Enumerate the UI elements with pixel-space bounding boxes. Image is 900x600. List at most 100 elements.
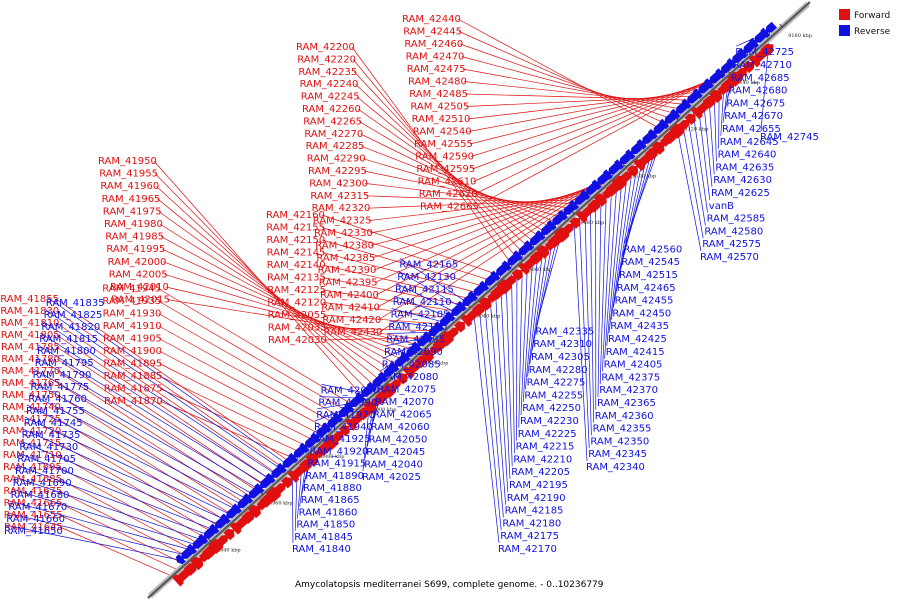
forward-leader-line xyxy=(59,502,193,569)
reverse-gene-label-ram-41735: RAM_41735 xyxy=(22,430,81,441)
forward-gene-arrow xyxy=(472,303,486,317)
reverse-gene-arrow xyxy=(513,250,523,261)
forward-gene-label-ram-42440: RAM_42440 xyxy=(402,14,461,25)
reverse-gene-arrow xyxy=(754,31,766,43)
forward-gene-label-ram-42395: RAM_42395 xyxy=(319,278,378,289)
reverse-gene-arrow xyxy=(299,442,310,453)
forward-gene-label-ram-41945: RAM_41945 xyxy=(102,284,161,295)
reverse-gene-label-ram-42100: RAM_42100 xyxy=(388,322,447,333)
forward-gene-label-ram-41740: RAM_41740 xyxy=(2,402,61,413)
forward-gene-arrow xyxy=(593,193,607,207)
forward-leader-line xyxy=(58,466,212,551)
reverse-gene-label-ram-42570: RAM_42570 xyxy=(700,252,759,263)
reverse-leader-line xyxy=(511,261,515,454)
forward-gene-label-ram-42325: RAM_42325 xyxy=(313,216,372,227)
reverse-gene-arrow xyxy=(558,209,568,221)
forward-gene-arrow xyxy=(587,199,601,213)
reverse-gene-label-ram-41990: RAM_41990 xyxy=(318,398,377,409)
forward-gene-label-ram-42460: RAM_42460 xyxy=(404,39,463,50)
forward-gene-label-ram-41870: RAM_41870 xyxy=(104,396,163,407)
forward-gene-label-ram-41960: RAM_41960 xyxy=(100,181,159,192)
legend-reverse-label: Reverse xyxy=(854,27,891,37)
forward-gene-label-ram-41885: RAM_41885 xyxy=(104,371,163,382)
forward-gene-label-ram-41810: RAM_41810 xyxy=(1,318,60,329)
reverse-gene-label-ram-41925: RAM_41925 xyxy=(312,434,371,445)
reverse-gene-label-ram-42165: RAM_42165 xyxy=(399,260,458,271)
tick-label: 9040 kbp xyxy=(477,314,501,320)
forward-gene-label-ram-41675: RAM_41675 xyxy=(3,486,62,497)
reverse-gene-label-ram-42215: RAM_42215 xyxy=(516,442,575,453)
reverse-gene-label-vanb: vanB xyxy=(709,201,734,212)
tick-label: 8960 kbp xyxy=(269,501,293,507)
reverse-gene-arrow xyxy=(310,432,321,443)
forward-gene-label-ram-41895: RAM_41895 xyxy=(103,359,162,370)
forward-gene-label-ram-42010: RAM_42010 xyxy=(110,282,169,293)
reverse-gene-arrow xyxy=(434,321,445,332)
reverse-gene-label-ram-41860: RAM_41860 xyxy=(299,507,358,518)
forward-gene-arrow xyxy=(702,95,716,109)
reverse-leader-line xyxy=(44,308,282,470)
reverse-gene-arrow xyxy=(344,402,355,413)
reverse-gene-arrow xyxy=(277,462,287,474)
reverse-gene-label-ram-41670: RAM_41670 xyxy=(8,502,67,513)
reverse-gene-label-ram-42205: RAM_42205 xyxy=(511,467,570,478)
forward-gene-arrow xyxy=(216,535,229,546)
forward-leader-line xyxy=(322,252,494,298)
legend-forward-label: Forward xyxy=(854,11,890,21)
reverse-gene-arrow xyxy=(636,139,647,150)
forward-leader-line xyxy=(163,261,423,361)
forward-gene-label-ram-42030: RAM_42030 xyxy=(268,335,327,346)
reverse-leader-line xyxy=(22,428,225,520)
forward-leader-line xyxy=(59,490,199,563)
reverse-leader-line xyxy=(29,392,242,505)
forward-gene-label-ram-42235: RAM_42235 xyxy=(298,67,357,78)
reverse-leader-line xyxy=(471,296,500,544)
tick-mark xyxy=(207,538,212,542)
forward-gene-label-ram-42665: RAM_42665 xyxy=(420,202,479,213)
reverse-gene-arrow xyxy=(625,149,636,160)
tick-label: 9000 kbp xyxy=(373,407,397,413)
forward-gene-label-ram-42485: RAM_42485 xyxy=(409,89,468,100)
forward-gene-arrow xyxy=(627,165,639,177)
forward-gene-label-ram-41715: RAM_41715 xyxy=(3,438,62,449)
forward-gene-label-ram-41935: RAM_41935 xyxy=(102,296,161,307)
forward-gene-label-ram-42390: RAM_42390 xyxy=(318,265,377,276)
reverse-gene-label-ram-42585: RAM_42585 xyxy=(707,214,766,225)
reverse-leader-line xyxy=(572,205,588,462)
reverse-gene-label-ram-41890: RAM_41890 xyxy=(305,471,364,482)
reverse-gene-arrow xyxy=(698,82,710,94)
reverse-gene-label-ram-42745: RAM_42745 xyxy=(760,132,819,143)
forward-leader-line xyxy=(158,325,346,430)
reverse-gene-arrow xyxy=(187,543,197,555)
reverse-gene-arrow xyxy=(524,240,535,251)
reverse-gene-label-ram-42645: RAM_42645 xyxy=(720,137,779,148)
forward-leader-line xyxy=(56,358,270,499)
forward-gene-arrow xyxy=(709,89,723,103)
reverse-gene-label-ram-42455: RAM_42455 xyxy=(615,296,674,307)
forward-gene-label-ram-42260: RAM_42260 xyxy=(302,104,361,115)
reverse-gene-label-ram-42560: RAM_42560 xyxy=(623,244,682,255)
forward-gene-arrow xyxy=(742,61,754,74)
forward-gene-arrow xyxy=(651,141,665,155)
reverse-gene-arrow xyxy=(254,483,265,494)
reverse-leader-line xyxy=(20,440,220,525)
forward-gene-label-ram-41965: RAM_41965 xyxy=(102,194,161,205)
reverse-gene-label-ram-41705: RAM_41705 xyxy=(17,454,76,465)
reverse-gene-arrow xyxy=(333,412,344,423)
forward-leader-line xyxy=(160,236,410,373)
forward-gene-label-ram-42200: RAM_42200 xyxy=(296,42,355,53)
forward-leader-line xyxy=(158,350,334,442)
forward-leader-line xyxy=(362,158,577,223)
reverse-gene-label-ram-42080: RAM_42080 xyxy=(380,372,439,383)
forward-gene-arrow xyxy=(363,401,377,415)
reverse-gene-label-ram-41815: RAM_41815 xyxy=(39,334,98,345)
forward-leader-line xyxy=(57,370,263,505)
forward-gene-arrow xyxy=(338,425,350,437)
forward-leader-line xyxy=(363,170,583,217)
reverse-leader-line xyxy=(35,356,259,490)
forward-gene-label-ram-42470: RAM_42470 xyxy=(406,52,465,63)
forward-leader-line xyxy=(59,514,186,574)
reverse-gene-label-ram-42180: RAM_42180 xyxy=(502,518,561,529)
reverse-gene-arrow xyxy=(203,527,215,539)
reverse-leader-line xyxy=(488,281,506,505)
